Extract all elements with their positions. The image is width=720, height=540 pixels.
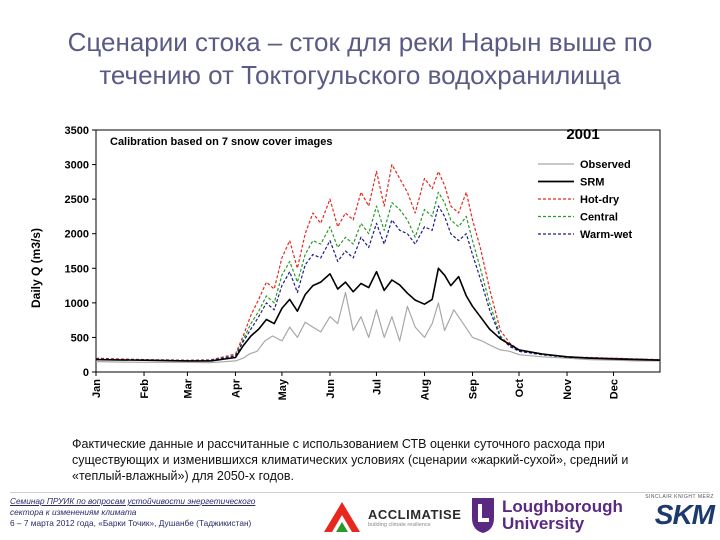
x-tick-label: Apr (230, 378, 242, 398)
loughborough-line-1: Loughborough (502, 497, 623, 516)
legend-label-warm-wet: Warm-wet (580, 229, 632, 241)
x-tick-label: Nov (562, 378, 574, 400)
flow-chart: 0 500 1000 1500 2000 2500 3000 3500 Jan Feb Mar Apr… (29, 125, 661, 400)
y-axis-label: Daily Q (m3/s) (29, 228, 43, 308)
x-tick-label: Sep (468, 379, 480, 399)
chart-annotation: Calibration based on 7 snow cover images (110, 136, 333, 148)
series-layer (95, 163, 661, 364)
acclimatise-mark-icon (324, 502, 360, 532)
series-line-observed (95, 291, 660, 364)
skm-name: SKM (654, 499, 715, 530)
x-tick-label: Jun (325, 379, 337, 399)
y-tick-label: 0 (83, 367, 89, 379)
x-tick-label: Jan (91, 379, 103, 398)
series-line-hot-dry (95, 163, 661, 361)
seminar-line-2: сектора к изменениям климата (10, 507, 137, 517)
y-tick-label: 1000 (65, 298, 89, 310)
y-tick-label: 2000 (65, 229, 89, 241)
acclimatise-logo: ACCLIMATISE building climate resilience (322, 500, 461, 534)
y-tick-label: 1500 (65, 263, 89, 275)
legend-label-observed: Observed (580, 159, 631, 171)
x-tick-label: Oct (514, 379, 526, 398)
x-tick-label: Feb (139, 379, 151, 399)
y-tick-label: 3000 (65, 160, 89, 172)
x-tick-label: May (277, 378, 289, 400)
legend-label-hot-dry: Hot-dry (580, 194, 620, 206)
seminar-line-1: Семинар ПРУИК по вопросам устойчивости э… (10, 496, 256, 506)
x-tick-label: Jul (371, 379, 383, 395)
loughborough-line-2: University (502, 514, 585, 533)
seminar-line-3: 6 – 7 марта 2012 года, «Барки Точик», Ду… (10, 518, 252, 528)
series-line-srm (95, 267, 661, 362)
legend-label-srm: SRM (580, 177, 604, 189)
acclimatise-subtitle: building climate resilience (368, 521, 431, 528)
chart-caption: Фактические данные и рассчитанные с испо… (72, 437, 629, 483)
chart-area: 0 500 1000 1500 2000 2500 3000 3500 Jan Feb Mar Apr… (10, 108, 670, 420)
legend-label-central: Central (580, 212, 618, 224)
skm-tagline: SINCLAIR KNIGHT MERZ (645, 494, 714, 500)
x-tick-label: Aug (419, 379, 431, 400)
series-line-warm-wet (95, 205, 661, 362)
y-tick-label: 2500 (65, 194, 89, 206)
plot-frame (95, 129, 661, 373)
x-tick-label: Dec (609, 379, 621, 399)
loughborough-shield-icon (472, 498, 494, 533)
x-tick-label: Mar (182, 378, 194, 398)
skm-logo: SINCLAIR KNIGHT MERZ SKM (638, 494, 715, 530)
y-tick-label: 500 (71, 332, 89, 344)
legend: Observed SRM Hot-dry Central Warm-wet (538, 159, 632, 241)
footer-divider (10, 492, 710, 493)
seminar-info: Семинар ПРУИК по вопросам устойчивости э… (10, 496, 300, 529)
slide-title: Сценарии стока – сток для реки Нарын выш… (67, 27, 653, 90)
loughborough-logo: Loughborough University (470, 496, 623, 534)
acclimatise-name: ACCLIMATISE (368, 506, 462, 522)
y-tick-label: 3500 (65, 125, 89, 137)
chart-title: 2001 (566, 126, 599, 143)
axes-layer: 0 500 1000 1500 2000 2500 3000 3500 Jan Feb Mar Apr… (65, 125, 661, 400)
